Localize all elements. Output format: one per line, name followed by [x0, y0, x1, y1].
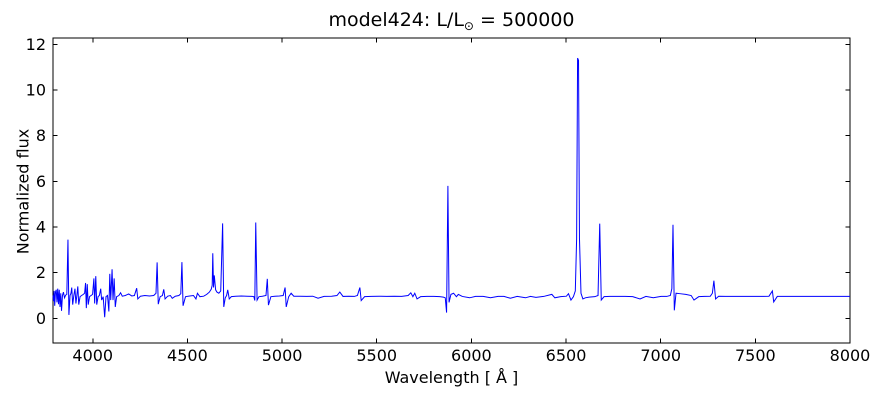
x-tick-label: 8000	[830, 346, 871, 365]
y-tick-label: 12	[26, 35, 46, 54]
y-tick-label: 2	[36, 263, 46, 282]
x-tick-label: 7500	[735, 346, 776, 365]
y-tick-label: 6	[36, 172, 46, 191]
chart-title-suffix: = 500000	[473, 9, 575, 31]
sun-symbol: ⊙	[463, 19, 474, 33]
x-tick-label: 6500	[546, 346, 587, 365]
y-axis-label: Normalized flux	[13, 128, 33, 255]
x-tick-label: 4500	[167, 346, 208, 365]
y-tick-label: 0	[36, 309, 46, 328]
x-tick-label: 7000	[640, 346, 681, 365]
plot-border	[52, 37, 851, 344]
spectrum-line	[52, 57, 850, 318]
x-tick-label: 4000	[72, 346, 113, 365]
chart-title-prefix: model424: L/L	[328, 9, 464, 31]
x-tick-label: 5000	[262, 346, 303, 365]
x-axis-label: Wavelength [ Å ]	[384, 368, 519, 387]
chart-title: model424: L/L⊙ = 500000	[53, 9, 850, 33]
y-tick-label: 10	[26, 81, 46, 100]
y-tick-label: 8	[36, 126, 46, 145]
x-tick-label: 5500	[356, 346, 397, 365]
x-tick-label: 6000	[451, 346, 492, 365]
y-tick-label: 4	[36, 218, 46, 237]
